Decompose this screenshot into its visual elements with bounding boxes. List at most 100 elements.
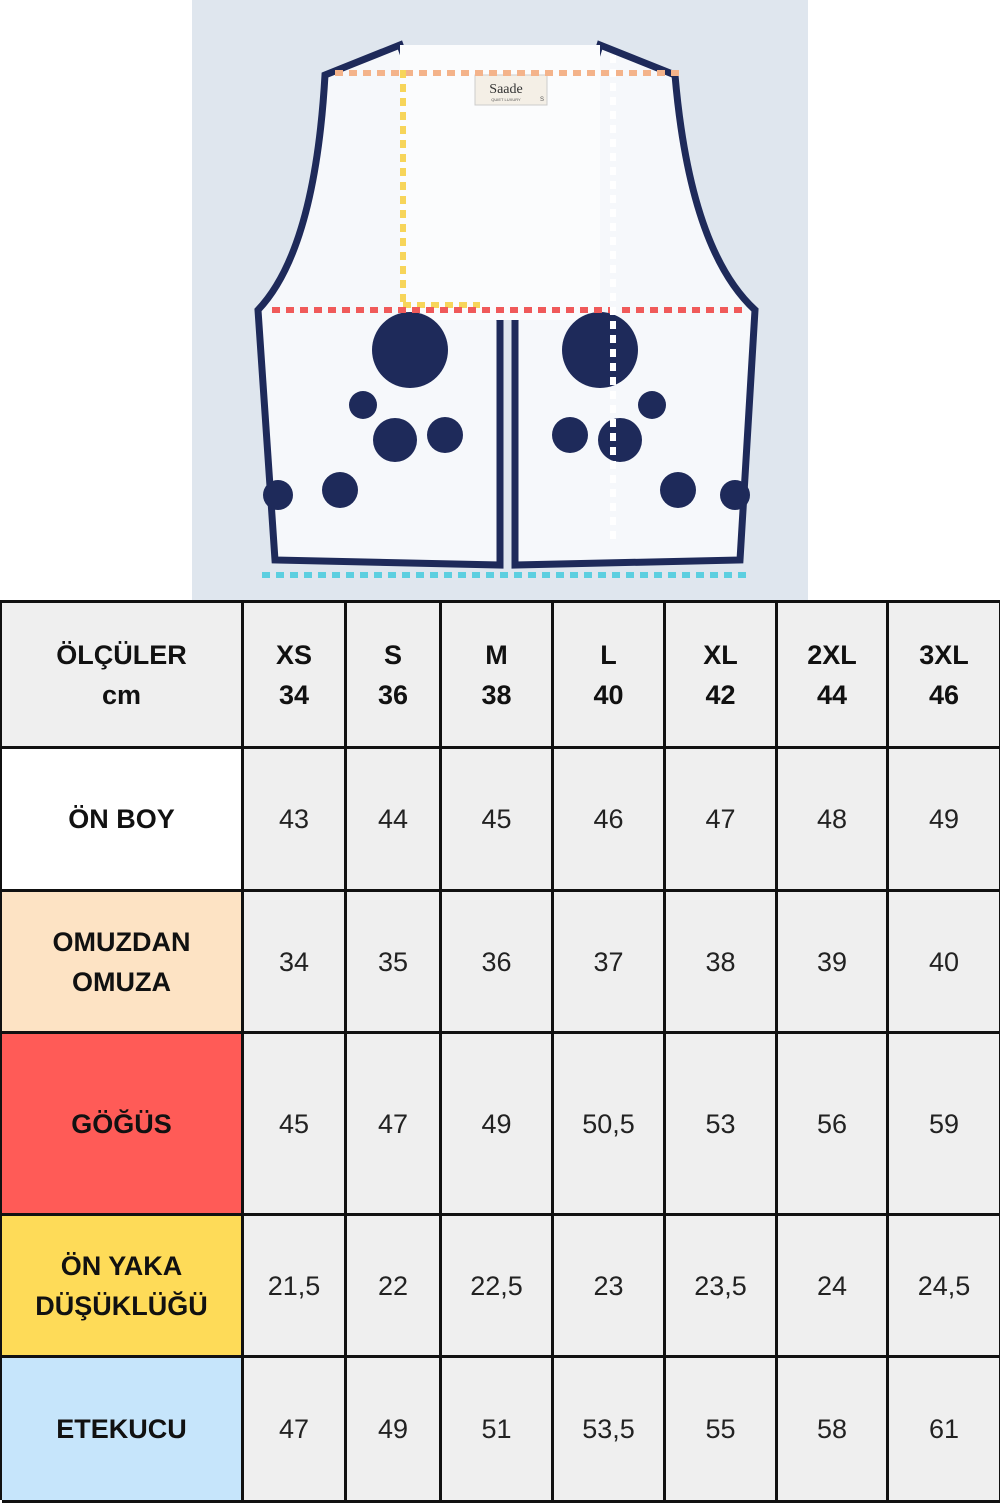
cell-text: 50,5 bbox=[582, 1108, 635, 1139]
size-header: S 36 bbox=[347, 603, 442, 749]
cell-text: 40 bbox=[928, 946, 960, 977]
cell-text: S bbox=[383, 639, 402, 670]
cell-text: 42 bbox=[705, 679, 736, 710]
cell-text: 23 bbox=[593, 1270, 624, 1301]
row-label: ÖN YAKA DÜŞÜKLÜĞÜ bbox=[2, 1216, 244, 1358]
value-cell: 49 bbox=[442, 1034, 554, 1216]
cell-text: 56 bbox=[816, 1108, 848, 1139]
cell-text: 48 bbox=[816, 804, 848, 834]
value-cell: 43 bbox=[244, 749, 347, 892]
cell-text: 58 bbox=[816, 1414, 848, 1444]
cell-text: 36 bbox=[481, 946, 512, 977]
cell-text: 35 bbox=[377, 946, 409, 977]
value-cell: 53 bbox=[666, 1034, 778, 1216]
value-cell: 47 bbox=[244, 1358, 347, 1503]
cell-text: XL bbox=[703, 639, 738, 670]
cell-text: 47 bbox=[377, 1108, 409, 1139]
cell-text: ÖN BOY bbox=[68, 804, 175, 834]
cell-text: 59 bbox=[928, 1108, 960, 1139]
value-cell: 39 bbox=[778, 892, 889, 1034]
size-header: L 40 bbox=[554, 603, 666, 749]
cell-text: 49 bbox=[377, 1414, 409, 1444]
size-header: 2XL 44 bbox=[778, 603, 889, 749]
cell-text: 34 bbox=[278, 946, 310, 977]
cell-text: 45 bbox=[481, 804, 512, 834]
value-cell: 23 bbox=[554, 1216, 666, 1358]
value-cell: 58 bbox=[778, 1358, 889, 1503]
size-header: 3XL 46 bbox=[889, 603, 1000, 749]
cell-text: cm bbox=[101, 679, 142, 710]
cell-text: 36 bbox=[377, 679, 409, 710]
label-brand: Saade bbox=[489, 82, 522, 97]
value-cell: 49 bbox=[889, 749, 1000, 892]
cell-text: 44 bbox=[816, 679, 848, 710]
cell-text: 2XL bbox=[807, 639, 857, 670]
row-label: ÖN BOY bbox=[2, 749, 244, 892]
cell-text: M bbox=[485, 639, 508, 670]
cell-text: DÜŞÜKLÜĞÜ bbox=[35, 1290, 208, 1321]
value-cell: 24,5 bbox=[889, 1216, 1000, 1358]
cell-text: 46 bbox=[928, 679, 960, 710]
cell-text: 46 bbox=[593, 804, 624, 834]
value-cell: 55 bbox=[666, 1358, 778, 1503]
size-header: XL 42 bbox=[666, 603, 778, 749]
cell-text: ÖN YAKA bbox=[60, 1250, 183, 1281]
value-cell: 51 bbox=[442, 1358, 554, 1503]
value-cell: 53,5 bbox=[554, 1358, 666, 1503]
cell-text: GÖĞÜS bbox=[71, 1108, 172, 1139]
value-cell: 46 bbox=[554, 749, 666, 892]
row-label: GÖĞÜS bbox=[2, 1034, 244, 1216]
cell-text: 40 bbox=[593, 679, 624, 710]
cell-text: 45 bbox=[278, 1108, 310, 1139]
cell-text: 53 bbox=[705, 1108, 736, 1139]
value-cell: 49 bbox=[347, 1358, 442, 1503]
cell-text: L bbox=[600, 639, 617, 670]
cell-text: 37 bbox=[593, 946, 624, 977]
value-cell: 40 bbox=[889, 892, 1000, 1034]
value-cell: 47 bbox=[347, 1034, 442, 1216]
cell-text: 44 bbox=[377, 804, 409, 834]
value-cell: 56 bbox=[778, 1034, 889, 1216]
cell-text: 38 bbox=[705, 946, 736, 977]
cell-text: 34 bbox=[278, 679, 310, 710]
cell-text: 43 bbox=[278, 804, 310, 834]
cell-text: 22,5 bbox=[470, 1270, 523, 1301]
value-cell: 47 bbox=[666, 749, 778, 892]
value-cell: 35 bbox=[347, 892, 442, 1034]
value-cell: 22 bbox=[347, 1216, 442, 1358]
cell-text: 61 bbox=[928, 1414, 960, 1444]
value-cell: 34 bbox=[244, 892, 347, 1034]
row-label: OMUZDAN OMUZA bbox=[2, 892, 244, 1034]
cell-text: 55 bbox=[705, 1414, 736, 1444]
cell-text: 22 bbox=[377, 1270, 409, 1301]
cell-text: 51 bbox=[481, 1414, 512, 1444]
cell-text: 24 bbox=[816, 1270, 848, 1301]
cell-text: 47 bbox=[705, 804, 736, 834]
value-cell: 61 bbox=[889, 1358, 1000, 1503]
cell-text: 23,5 bbox=[694, 1270, 747, 1301]
cell-text: ETEKUCU bbox=[56, 1414, 187, 1444]
value-cell: 23,5 bbox=[666, 1216, 778, 1358]
value-cell: 50,5 bbox=[554, 1034, 666, 1216]
cell-text: 47 bbox=[278, 1414, 310, 1444]
value-cell: 38 bbox=[666, 892, 778, 1034]
cell-text: 49 bbox=[481, 1108, 512, 1139]
value-cell: 48 bbox=[778, 749, 889, 892]
cell-text: 49 bbox=[928, 804, 960, 834]
value-cell: 45 bbox=[442, 749, 554, 892]
value-cell: 21,5 bbox=[244, 1216, 347, 1358]
cell-text: 53,5 bbox=[582, 1414, 635, 1444]
cell-text: OMUZDAN bbox=[52, 926, 191, 957]
cell-text: 38 bbox=[481, 679, 512, 710]
value-cell: 22,5 bbox=[442, 1216, 554, 1358]
cell-text: XS bbox=[275, 639, 313, 670]
value-cell: 37 bbox=[554, 892, 666, 1034]
row-label: ETEKUCU bbox=[2, 1358, 244, 1503]
size-header: XS 34 bbox=[244, 603, 347, 749]
value-cell: 24 bbox=[778, 1216, 889, 1358]
cell-text: ÖLÇÜLER bbox=[56, 639, 187, 670]
cell-text: 21,5 bbox=[267, 1270, 321, 1301]
label-size: S bbox=[540, 97, 544, 103]
size-header: M 38 bbox=[442, 603, 554, 749]
